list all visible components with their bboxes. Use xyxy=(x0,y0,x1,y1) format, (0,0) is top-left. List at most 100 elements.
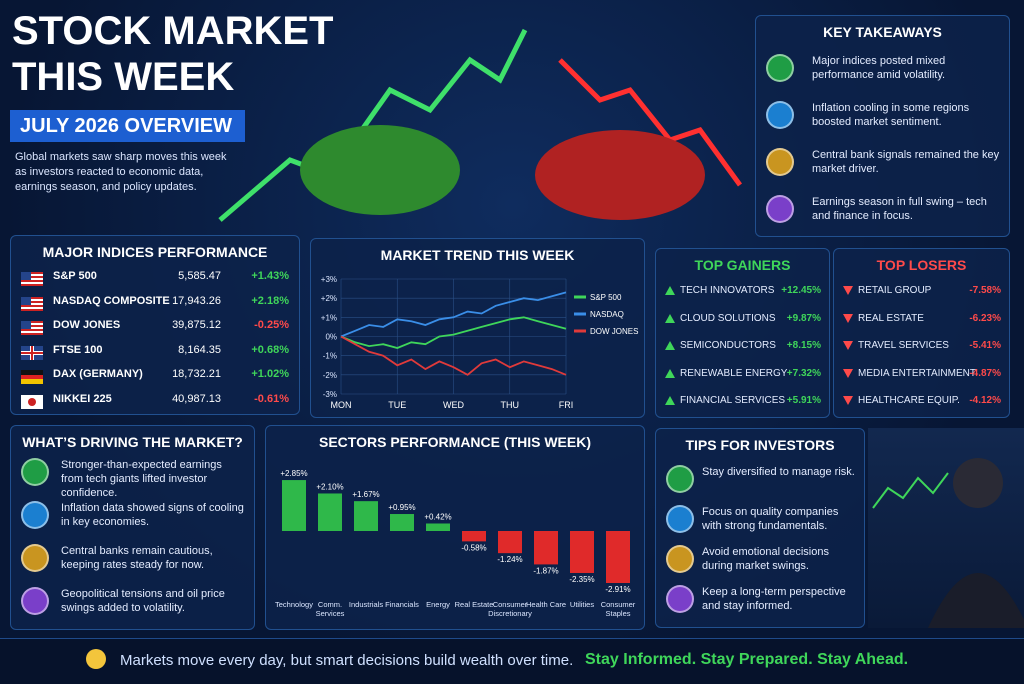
category-label: Health Care xyxy=(525,600,567,609)
y-tick-label: -1% xyxy=(323,352,337,361)
item-icon xyxy=(766,54,794,82)
value-label: -1.87% xyxy=(533,566,558,575)
indices-panel: MAJOR INDICES PERFORMANCE S&P 500 5,585.47… xyxy=(10,235,300,415)
mover-change: +8.15% xyxy=(786,340,821,351)
flag xyxy=(21,345,43,360)
panel-title: MARKET TREND THIS WEEK xyxy=(380,247,575,263)
flag xyxy=(21,272,43,286)
x-tick-label: WED xyxy=(443,400,464,410)
trend-panel: MARKET TREND THIS WEEK +3% +2% +1% 0% -1% -2% -… xyxy=(310,238,645,418)
mover-name: SEMICONDUCTORS xyxy=(680,340,776,351)
bar xyxy=(606,531,630,583)
mover-change: -7.58% xyxy=(969,285,1001,296)
arrow-icon xyxy=(665,396,675,405)
value-label: +1.67% xyxy=(352,490,379,499)
index-value: 17,943.26 xyxy=(172,294,221,307)
flag xyxy=(21,321,43,335)
item-text: Stay diversified to manage risk. xyxy=(702,466,855,478)
bar xyxy=(498,531,522,554)
item-icon xyxy=(666,465,694,493)
bear xyxy=(535,130,705,220)
bar xyxy=(390,514,414,531)
mover-name: MEDIA ENTERTAINMENT xyxy=(858,367,976,379)
trend-line xyxy=(340,335,567,376)
legend-label: S&P 500 xyxy=(590,293,622,302)
item-text: Major indices posted mixed performance a… xyxy=(812,55,946,81)
panel-title: KEY TAKEAWAYS xyxy=(823,24,942,40)
index-change: +2.18% xyxy=(251,294,289,307)
bar xyxy=(354,501,378,531)
item-icon xyxy=(766,101,794,129)
bar xyxy=(426,523,450,531)
value-label: +0.42% xyxy=(424,512,451,521)
category-label: Energy xyxy=(426,600,450,609)
mover-name: TRAVEL SERVICES xyxy=(858,340,949,351)
mover-name: RENEWABLE ENERGY xyxy=(680,367,788,379)
value-label: -0.58% xyxy=(461,543,486,552)
item-icon xyxy=(21,544,49,572)
panel-title: TOP GAINERS xyxy=(694,257,791,273)
item-text: Focus on quality companies with strong f… xyxy=(702,506,839,532)
category-label: Industrials xyxy=(348,600,384,609)
mover-name: REAL ESTATE xyxy=(858,312,924,324)
category-label: Utilities xyxy=(569,600,595,609)
mover-change: +12.45% xyxy=(781,285,821,296)
item-icon xyxy=(766,148,794,176)
index-change: +1.43% xyxy=(251,270,289,282)
index-value: 8,164.35 xyxy=(178,343,221,356)
mover-change: +9.87% xyxy=(786,312,821,324)
title: STOCK MARKET THIS WEEK xyxy=(12,8,333,100)
tips-panel: TIPS FOR INVESTORS Stay diversified to ma… xyxy=(655,428,865,628)
item-icon xyxy=(21,501,49,529)
arrow-icon xyxy=(665,313,675,323)
item-text: Avoid emotional decisions during market … xyxy=(702,546,829,572)
arrow-icon xyxy=(665,286,675,295)
category-label: Comm. Services xyxy=(315,600,345,618)
y-tick-label: 0% xyxy=(325,333,337,342)
item-text: Central banks remain cautious, keeping r… xyxy=(61,545,213,571)
mover-name: CLOUD SOLUTIONS xyxy=(680,312,776,324)
arrow-icon xyxy=(843,368,853,378)
index-change: -0.25% xyxy=(254,319,289,331)
panel-title: MAJOR INDICES PERFORMANCE xyxy=(42,244,268,260)
key-takeaways: KEY TAKEAWAYS Major indices posted mixed … xyxy=(755,15,1010,237)
x-tick-label: MON xyxy=(331,400,352,410)
title-line: THIS WEEK xyxy=(12,55,235,99)
index-name: NIKKEI 225 xyxy=(53,392,112,405)
bar xyxy=(462,531,486,542)
index-name: FTSE 100 xyxy=(53,343,103,356)
panel-title: SECTORS PERFORMANCE (THIS WEEK) xyxy=(319,434,591,450)
footer: Markets move every day, but smart decisi… xyxy=(0,638,1024,684)
mover-name: FINANCIAL SERVICES xyxy=(680,395,786,406)
bull xyxy=(300,125,460,215)
item-text: Keep a long-term perspective and stay in… xyxy=(702,586,846,612)
legend-label: DOW JONES xyxy=(590,327,638,336)
index-value: 39,875.12 xyxy=(172,319,221,331)
value-label: -1.24% xyxy=(497,555,522,564)
arrow-icon xyxy=(843,286,853,295)
mover-change: +5.91% xyxy=(786,395,821,406)
index-name: S&P 500 xyxy=(53,270,97,282)
arrow-icon xyxy=(843,313,853,323)
y-tick-label: +3% xyxy=(321,275,337,284)
bull-arrow xyxy=(218,28,528,222)
item-icon xyxy=(666,545,694,573)
value-label: +2.10% xyxy=(316,482,343,491)
panel-title: WHAT’S DRIVING THE MARKET? xyxy=(22,434,243,450)
arrow-icon xyxy=(843,396,853,405)
index-value: 18,732.21 xyxy=(172,368,221,380)
category-label: Consumer Staples xyxy=(600,600,636,618)
mover-name: HEALTHCARE EQUIP. xyxy=(858,395,960,406)
mover-name: TECH INNOVATORS xyxy=(680,285,775,296)
mover-change: -5.41% xyxy=(969,340,1001,351)
index-change: +0.68% xyxy=(251,343,289,356)
investor-photo xyxy=(868,428,1024,628)
panel-title: TIPS FOR INVESTORS xyxy=(685,437,835,453)
item-icon xyxy=(21,587,49,615)
x-tick-label: FRI xyxy=(559,400,574,410)
footer-message: Markets move every day, but smart decisi… xyxy=(120,652,574,669)
bulb-icon xyxy=(86,649,106,669)
y-tick-label: -2% xyxy=(323,371,337,380)
title-line: STOCK MARKET xyxy=(12,9,334,53)
